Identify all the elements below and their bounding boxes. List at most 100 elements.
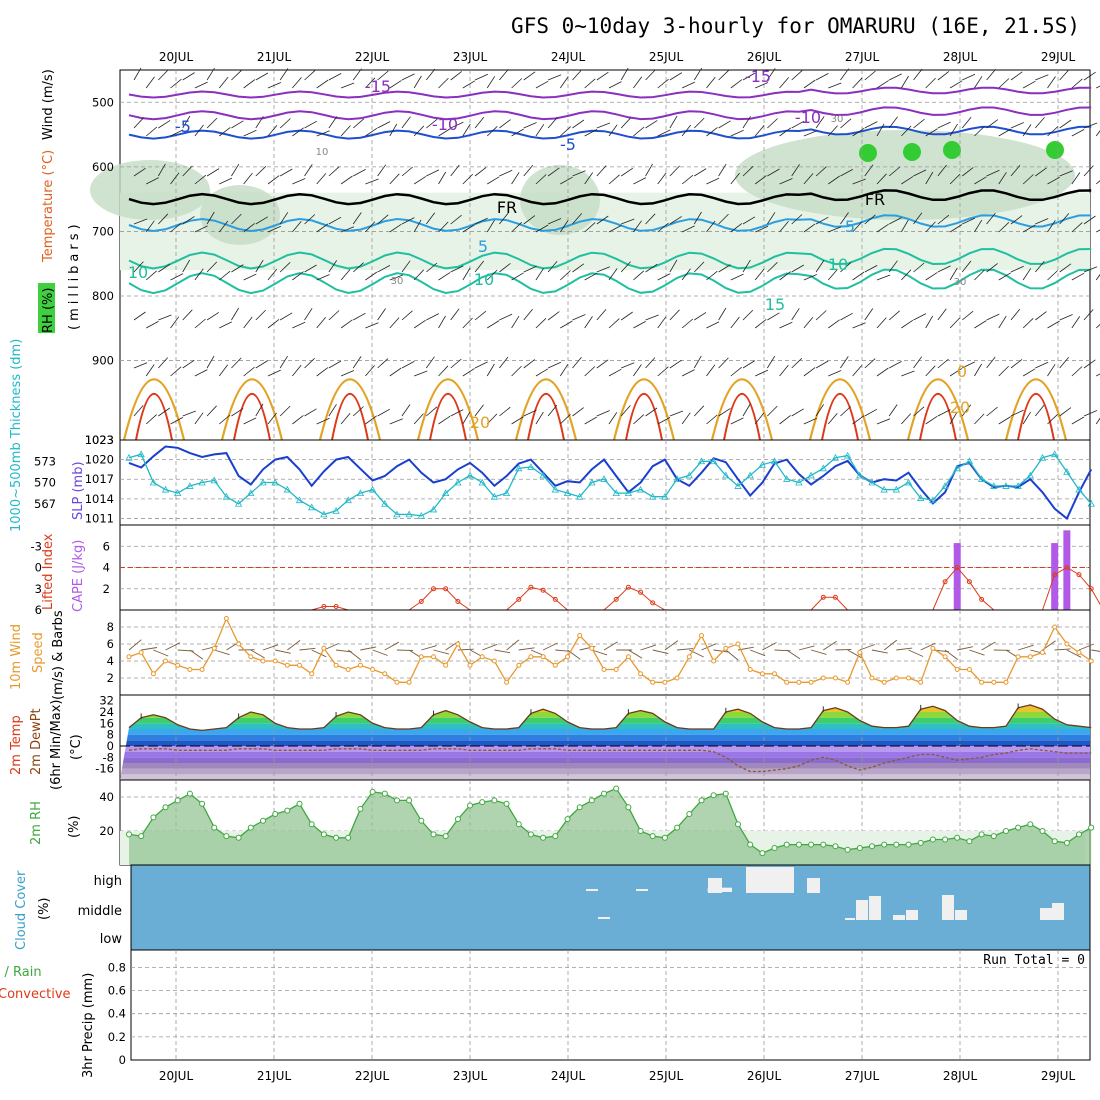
wind-barb bbox=[486, 269, 498, 281]
isotherm-25-lobe bbox=[821, 392, 859, 441]
wind-barb bbox=[377, 408, 390, 417]
isotherm-20-lobe bbox=[122, 378, 186, 441]
y-tick-label: 570 bbox=[34, 476, 56, 490]
wind10m-barb bbox=[275, 649, 291, 654]
rh2m-marker bbox=[308, 821, 315, 828]
wind-barb bbox=[426, 262, 438, 273]
wind-barb bbox=[413, 75, 422, 89]
wind-barb bbox=[182, 165, 193, 177]
y-tick-label: 1020 bbox=[85, 453, 114, 467]
wind-barb bbox=[645, 407, 658, 417]
wind-barb bbox=[608, 412, 618, 425]
wind-barb bbox=[584, 272, 598, 281]
wind10m-barb bbox=[591, 649, 608, 656]
wind10m-speed-marker bbox=[528, 654, 534, 660]
wind-barb bbox=[328, 166, 340, 177]
thickness-marker bbox=[807, 471, 815, 479]
y-tick-label: 700 bbox=[92, 224, 114, 238]
rh2m-marker bbox=[1003, 828, 1009, 834]
wind-barb bbox=[572, 407, 584, 417]
thickness-marker bbox=[941, 482, 949, 489]
rh2m-marker bbox=[540, 834, 547, 841]
wind-barb bbox=[669, 115, 678, 129]
rh2m-marker bbox=[260, 817, 266, 824]
thickness-marker bbox=[490, 492, 499, 500]
slp-thickness-yticks: 1020 1017 1014 1011 573 570 567 1023 bbox=[34, 433, 114, 525]
wind10m-speed-marker bbox=[906, 675, 911, 681]
thickness-marker bbox=[990, 482, 998, 489]
wind-barb bbox=[949, 80, 963, 89]
wind-barb bbox=[547, 311, 560, 321]
wind-barb bbox=[219, 270, 231, 281]
thickness-marker bbox=[125, 453, 133, 461]
wind10m-speed-marker bbox=[613, 667, 619, 672]
wind-barb bbox=[535, 368, 549, 377]
wind-barb bbox=[413, 269, 424, 281]
wind10m-barb bbox=[944, 649, 959, 660]
wind-barb bbox=[596, 71, 609, 81]
wind-barb bbox=[815, 404, 825, 417]
y-tick-label: 600 bbox=[92, 160, 114, 174]
wind-barb bbox=[255, 116, 264, 129]
date-label-bottom: 29JUL bbox=[1041, 1069, 1076, 1083]
wind-barb bbox=[961, 260, 972, 273]
thickness-marker bbox=[770, 457, 779, 465]
lifted-index-marker bbox=[418, 599, 424, 604]
temp-band bbox=[120, 751, 1090, 758]
wind-barb bbox=[620, 311, 633, 321]
y-tick-label: 567 bbox=[34, 497, 56, 511]
wind-barb bbox=[1035, 404, 1045, 417]
thickness-marker bbox=[1026, 471, 1034, 479]
rh2m-marker bbox=[223, 833, 230, 840]
thickness-marker bbox=[649, 492, 657, 500]
wind-barb bbox=[1095, 130, 1100, 137]
rh2m-marker bbox=[613, 785, 620, 792]
cloud-axis-label: Cloud Cover bbox=[14, 870, 29, 950]
wind-barb bbox=[962, 361, 975, 369]
wind-barb bbox=[1047, 364, 1056, 377]
y-tick-label: 6 bbox=[107, 637, 114, 651]
rh-axis-label: RH (%) bbox=[41, 288, 56, 333]
wind-barb bbox=[1083, 165, 1094, 177]
cloud-block bbox=[845, 918, 855, 920]
wind-barb bbox=[998, 222, 1010, 233]
wind-barb bbox=[560, 270, 571, 281]
wind-axis-label: Wind (m/s) bbox=[41, 69, 56, 140]
wind-barb bbox=[1083, 71, 1096, 81]
wind-barb bbox=[876, 123, 885, 137]
precip-panel: 0.8 0.6 0.4 0.2 0 Run Total = 0 Total / Rain… bbox=[0, 949, 1091, 1078]
wind10m-barb bbox=[262, 644, 279, 651]
lifted-index-marker bbox=[638, 589, 644, 595]
wind10m-speed-marker bbox=[1015, 654, 1021, 660]
wind-barb bbox=[535, 318, 547, 329]
rh2m-marker bbox=[674, 824, 681, 831]
wind10m-speed-marker bbox=[942, 654, 948, 660]
thickness-marker bbox=[929, 496, 937, 504]
wind-barb bbox=[255, 216, 269, 225]
wind-barb bbox=[986, 406, 998, 417]
wind-barb bbox=[158, 120, 171, 129]
temperature-axis-label: Temperature (°C) bbox=[41, 150, 56, 263]
wind-barb bbox=[304, 358, 315, 369]
wind10m-speed-marker bbox=[991, 679, 997, 685]
wind10m-barb bbox=[506, 639, 520, 651]
wind-barb bbox=[961, 404, 972, 417]
thickness-marker bbox=[843, 451, 852, 459]
y-tick-label: 6 bbox=[103, 539, 110, 553]
wind-barb bbox=[1059, 170, 1073, 177]
wind-barb bbox=[474, 73, 488, 81]
wind10m-speed-marker bbox=[747, 667, 753, 672]
precip-total-rain-label: Total / Rain bbox=[0, 965, 42, 980]
wind-barb bbox=[974, 269, 985, 281]
wind-barb bbox=[462, 317, 473, 329]
wind-barb bbox=[779, 221, 789, 233]
rh2m-marker bbox=[162, 804, 169, 811]
wind10m-barb bbox=[141, 647, 158, 651]
wind-barb bbox=[913, 356, 923, 369]
wind-barb bbox=[487, 320, 500, 329]
wind-barb bbox=[426, 68, 436, 81]
y-tick-label: -3 bbox=[31, 539, 42, 553]
wind-barb bbox=[267, 412, 277, 425]
wind-barb bbox=[949, 224, 963, 233]
